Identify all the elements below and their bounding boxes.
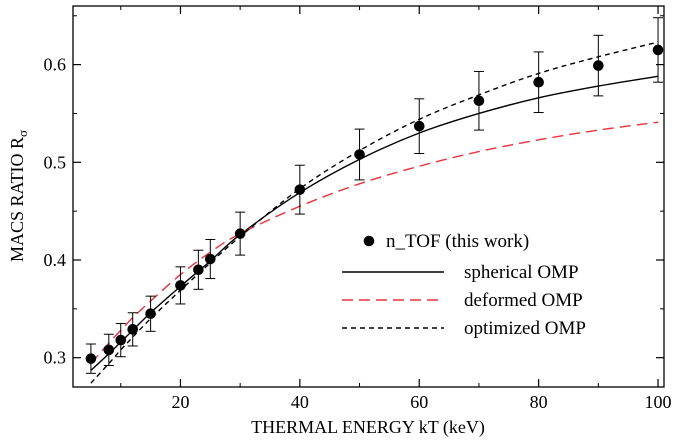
series-line-optimized-omp — [90, 41, 659, 384]
x-axis-title: THERMAL ENERGY kT (keV) — [251, 417, 485, 438]
legend-label-deformed-omp: deformed OMP — [464, 290, 583, 311]
x-tick-label: 100 — [645, 392, 672, 412]
data-point — [103, 344, 115, 356]
y-tick-label: 0.4 — [44, 250, 67, 270]
x-tick-label: 40 — [291, 392, 309, 412]
data-point — [473, 95, 485, 107]
y-tick-label: 0.3 — [44, 348, 67, 368]
x-tick-label: 20 — [171, 392, 189, 412]
data-point — [205, 253, 216, 265]
data-point — [193, 264, 204, 276]
data-point — [593, 60, 604, 71]
data-point — [127, 324, 138, 335]
y-tick-label: 0.6 — [44, 55, 67, 75]
y-axis-title-main: MACS RATIO R — [7, 137, 27, 262]
data-point — [85, 353, 97, 364]
legend-marker-n-tof-this-work — [363, 235, 375, 247]
series-line-deformed-omp — [90, 121, 659, 365]
legend: n_TOF (this work) spherical OMP deformed O… — [342, 231, 586, 339]
data-point — [294, 184, 306, 195]
y-tick-label: 0.5 — [44, 152, 67, 172]
data-point — [413, 120, 425, 132]
legend-label-spherical-omp: spherical OMP — [464, 262, 579, 283]
y-axis-title-subscript: σ — [15, 130, 30, 137]
y-axis-title: MACS RATIO Rσ — [7, 130, 30, 262]
plot-frame — [72, 5, 665, 388]
data-point — [354, 149, 365, 160]
x-tick-label: 80 — [530, 392, 548, 412]
data-point — [652, 44, 664, 56]
data-point — [234, 228, 246, 239]
data-point — [175, 280, 186, 291]
x-tick-label: 60 — [410, 392, 428, 412]
legend-label-n-tof-this-work: n_TOF (this work) — [386, 231, 529, 252]
data-point — [115, 334, 127, 346]
data-point — [145, 308, 156, 320]
legend-label-optimized-omp: optimized OMP — [464, 318, 586, 339]
data-point — [533, 76, 544, 88]
